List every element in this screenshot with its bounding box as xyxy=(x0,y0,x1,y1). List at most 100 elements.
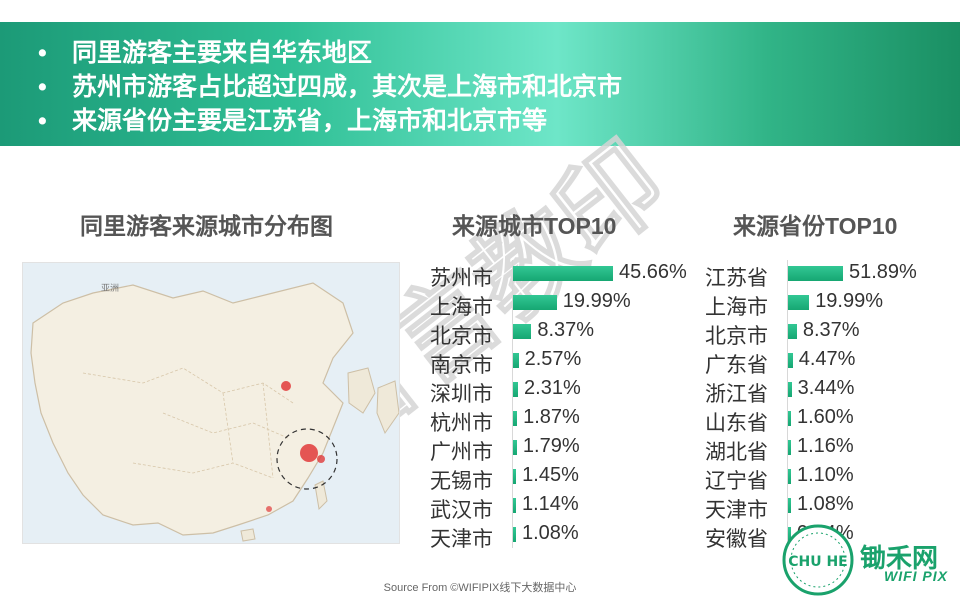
city-value-label: 1.87% xyxy=(523,406,580,428)
city-bar-row: 深圳市 2.31% xyxy=(430,376,700,406)
city-value-label: 2.57% xyxy=(524,348,582,370)
hainan-landmass xyxy=(240,528,256,542)
city-value-label: 1.45% xyxy=(522,464,579,486)
city-category-label: 天津市 xyxy=(430,528,493,551)
province-top10-chart: 江苏省 51.89% 上海市 19.99% 北京市 8.37% 广东省 4.47% 浙江省 3.4… xyxy=(705,260,950,551)
city-value-label: 1.08% xyxy=(522,522,579,544)
city-category-label: 苏州市 xyxy=(430,267,493,290)
province-bar-row: 江苏省 51.89% xyxy=(705,260,950,290)
province-value-label: 51.89% xyxy=(849,261,917,283)
city-value-label: 1.14% xyxy=(522,493,579,515)
city-bar xyxy=(513,266,613,281)
summary-item: • 同里游客主要来自华东地区 xyxy=(38,36,622,70)
bullet: • xyxy=(38,39,47,67)
korea-landmass xyxy=(347,367,376,414)
logo: CHU HE 锄禾网 WIFI PIX xyxy=(780,518,960,600)
city-bar xyxy=(513,469,517,484)
province-category-label: 上海市 xyxy=(705,296,768,319)
logo-badge-icon: CHU HE xyxy=(782,524,854,596)
province-value-label: 1.60% xyxy=(797,406,854,428)
city-bar xyxy=(513,498,516,513)
city-value-label: 2.31% xyxy=(524,377,581,399)
asia-label: 亚洲 xyxy=(101,283,119,294)
province-category-label: 江苏省 xyxy=(705,267,768,290)
city-bar-row: 武汉市 1.14% xyxy=(430,492,700,522)
province-bar-row: 上海市 19.99% xyxy=(705,289,950,319)
summary-list: • 同里游客主要来自华东地区 • 苏州市游客占比超过四成，其次是上海市和北京市 • 来… xyxy=(38,36,622,138)
province-value-label: 1.16% xyxy=(797,435,854,457)
province-category-label: 辽宁省 xyxy=(705,470,768,493)
province-bar-row: 北京市 8.37% xyxy=(705,318,950,348)
city-bar-row: 广州市 1.79% xyxy=(430,434,700,464)
province-category-label: 天津市 xyxy=(705,499,768,522)
province-bar xyxy=(788,266,843,281)
province-bar-row: 浙江省 3.44% xyxy=(705,376,950,406)
city-axis-line xyxy=(512,260,513,548)
taiwan-landmass xyxy=(314,480,328,511)
province-category-label: 北京市 xyxy=(705,325,768,348)
province-bar xyxy=(788,382,792,397)
city-chart-title: 来源城市TOP10 xyxy=(452,213,617,239)
hotspot-shanghai xyxy=(317,455,325,463)
city-category-label: 杭州市 xyxy=(430,412,493,435)
city-bar-row: 苏州市 45.66% xyxy=(430,260,700,290)
province-bar xyxy=(788,411,791,426)
province-category-label: 安徽省 xyxy=(705,528,768,551)
summary-text: 苏州市游客占比超过四成，其次是上海市和北京市 xyxy=(72,73,623,101)
province-category-label: 湖北省 xyxy=(705,441,768,464)
province-bar-row: 山东省 1.60% xyxy=(705,405,950,435)
province-category-label: 浙江省 xyxy=(705,383,768,406)
bullet: • xyxy=(38,73,47,101)
logo-sub: WIFI PIX xyxy=(884,568,948,584)
province-axis-line xyxy=(787,260,788,548)
summary-item: • 来源省份主要是江苏省，上海市和北京市等 xyxy=(38,104,622,138)
province-category-label: 广东省 xyxy=(705,354,768,377)
hotspot-jiangsu xyxy=(300,444,318,462)
province-value-label: 1.10% xyxy=(797,464,854,486)
city-category-label: 南京市 xyxy=(430,354,493,377)
city-bar-row: 南京市 2.57% xyxy=(430,347,700,377)
city-bar xyxy=(513,382,519,397)
city-value-label: 19.99% xyxy=(562,290,631,312)
city-bar xyxy=(513,411,518,426)
map-title: 同里游客来源城市分布图 xyxy=(80,213,333,239)
province-bar-row: 天津市 1.08% xyxy=(705,492,950,522)
city-value-label: 1.79% xyxy=(522,435,580,457)
city-bar xyxy=(513,295,557,310)
highlight-ring xyxy=(276,428,338,490)
province-value-label: 3.44% xyxy=(797,377,855,399)
city-top10-chart: 苏州市 45.66% 上海市 19.99% 北京市 8.37% 南京市 2.57% 深圳市 2.3… xyxy=(430,260,700,551)
city-value-label: 45.66% xyxy=(619,261,687,283)
city-bar-row: 杭州市 1.87% xyxy=(430,405,700,435)
summary-banner: • 同里游客主要来自华东地区 • 苏州市游客占比超过四成，其次是上海市和北京市 • 来… xyxy=(0,22,960,146)
city-bar xyxy=(513,324,532,339)
province-bar xyxy=(788,498,791,513)
province-bar xyxy=(788,527,791,542)
city-category-label: 北京市 xyxy=(430,325,493,348)
source-note: Source From ©WIFIPIX线下大数据中心 xyxy=(383,582,577,594)
japan-landmass xyxy=(376,380,399,435)
bullet: • xyxy=(38,107,47,135)
province-value-label: 8.37% xyxy=(802,319,860,341)
city-bar-row: 北京市 8.37% xyxy=(430,318,700,348)
city-bar-row: 天津市 1.08% xyxy=(430,521,700,551)
province-bar xyxy=(788,324,797,339)
city-bar-row: 无锡市 1.45% xyxy=(430,463,700,493)
province-bar-row: 广东省 4.47% xyxy=(705,347,950,377)
city-bar xyxy=(513,353,519,368)
city-bar xyxy=(513,527,516,542)
city-value-label: 8.37% xyxy=(537,319,595,341)
summary-item: • 苏州市游客占比超过四成，其次是上海市和北京市 xyxy=(38,70,622,104)
city-bar-row: 上海市 19.99% xyxy=(430,289,700,319)
city-category-label: 广州市 xyxy=(430,441,493,464)
province-value-label: 1.08% xyxy=(797,493,854,515)
summary-text: 来源省份主要是江苏省，上海市和北京市等 xyxy=(72,107,548,135)
hotspot-guangdong xyxy=(266,506,272,512)
city-category-label: 武汉市 xyxy=(430,499,493,522)
china-landmass xyxy=(30,282,354,536)
city-category-label: 无锡市 xyxy=(430,470,493,493)
hotspot-beijing xyxy=(281,381,291,391)
source-city-map: 亚洲 xyxy=(22,262,400,544)
province-chart-title: 来源省份TOP10 xyxy=(733,213,898,239)
province-category-label: 山东省 xyxy=(705,412,768,435)
